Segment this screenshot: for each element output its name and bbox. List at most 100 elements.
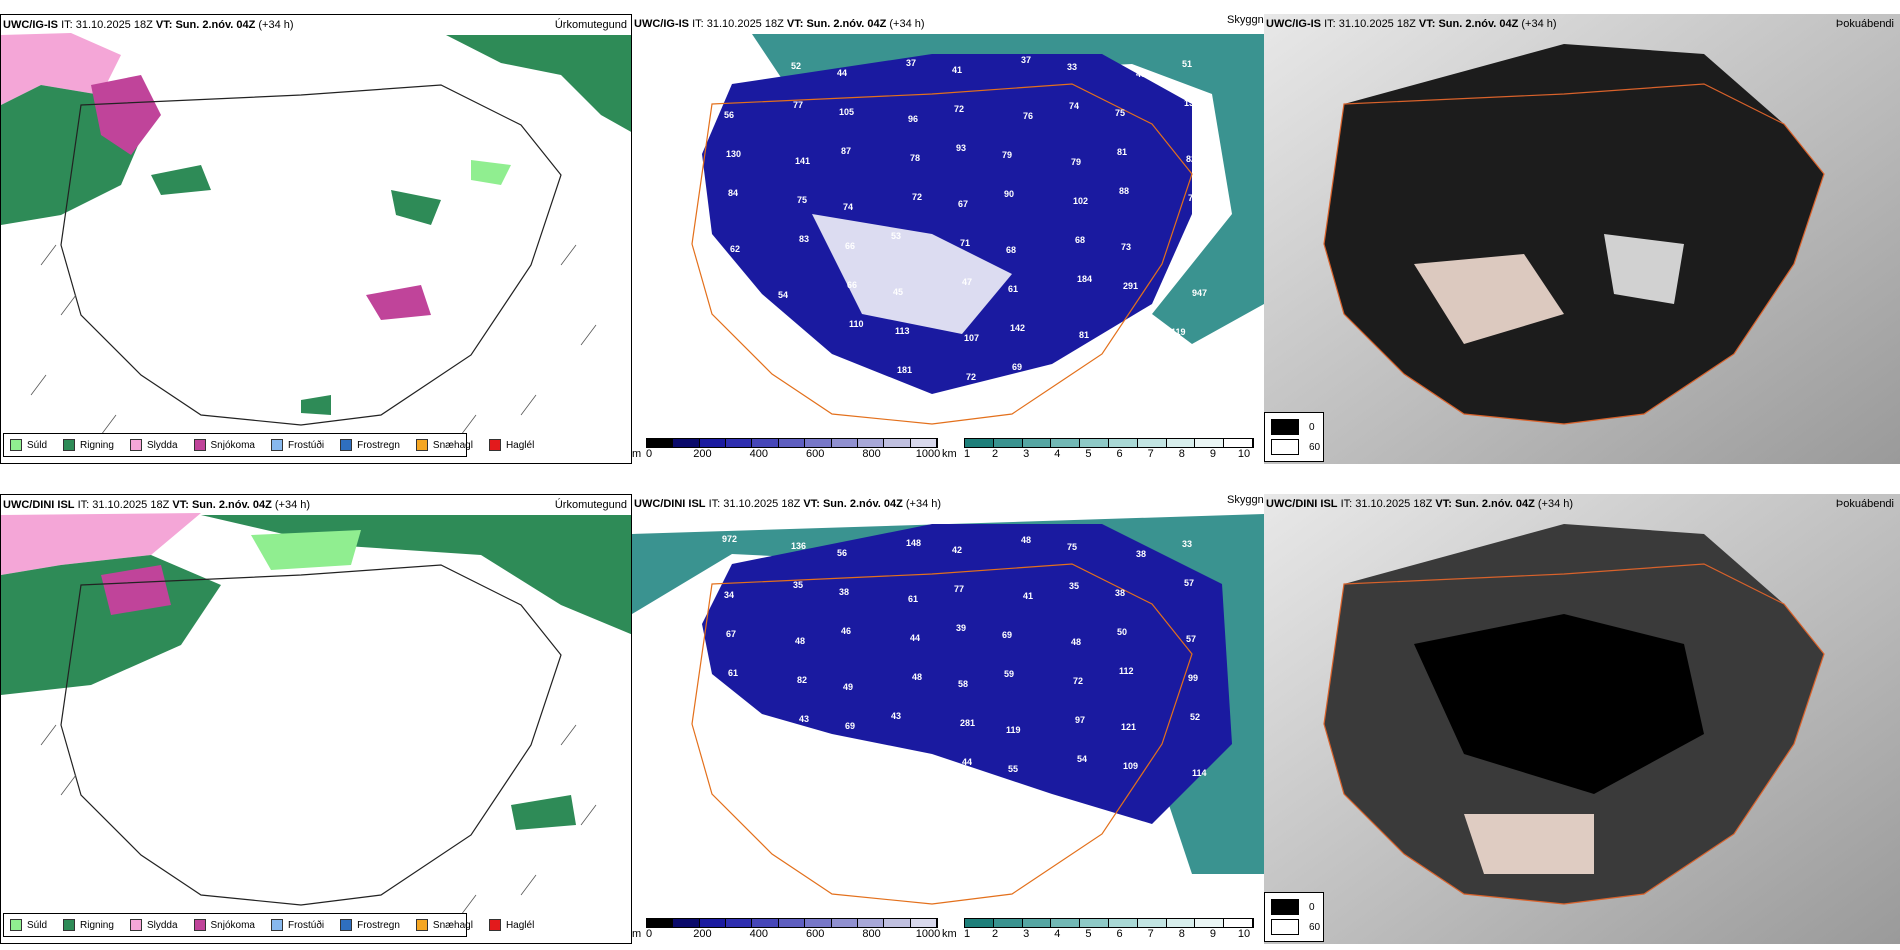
visibility-value: 88 bbox=[1119, 186, 1129, 196]
visibility-value: 82 bbox=[1186, 154, 1196, 164]
fog-legend-label: 60 bbox=[1309, 921, 1321, 933]
visibility-value: 72 bbox=[912, 192, 922, 202]
visibility-value: 68 bbox=[1075, 235, 1085, 245]
visibility-panel-top: 101 52 44 37 41 37 33 48 51 56 77 105 96 72 76 74 75 151 1… bbox=[632, 14, 1264, 464]
colorbar-segment bbox=[1108, 919, 1138, 927]
colorbar-tick-label: 600 bbox=[806, 928, 825, 940]
colorbar-segment bbox=[1137, 439, 1167, 447]
colorbar-segment bbox=[699, 919, 727, 927]
colorbar-segment bbox=[1224, 919, 1253, 927]
visibility-value: 49 bbox=[843, 682, 853, 692]
visibility-value: 54 bbox=[1077, 754, 1087, 764]
colorbar-segment bbox=[726, 439, 753, 447]
sleet-area bbox=[1, 33, 121, 105]
visibility-value: 59 bbox=[1004, 669, 1014, 679]
legend-label: Slydda bbox=[146, 439, 178, 451]
visibility-value: 209 bbox=[782, 368, 797, 378]
legend-swatch bbox=[10, 919, 22, 931]
visibility-value: 61 bbox=[908, 594, 918, 604]
visibility-value: 55 bbox=[1008, 764, 1018, 774]
visibility-value: 121 bbox=[1121, 722, 1136, 732]
colorbar-tick-label: 800 bbox=[862, 928, 881, 940]
visibility-value: 144 bbox=[780, 809, 795, 819]
visibility-value: 947 bbox=[1192, 288, 1207, 298]
visibility-value: 82 bbox=[1125, 320, 1135, 330]
visibility-value: 56 bbox=[724, 110, 734, 120]
visibility-value: 48 bbox=[1010, 803, 1020, 813]
panel-title: Úrkomutegund bbox=[554, 19, 627, 31]
panel-title: Skyggni bbox=[1227, 494, 1264, 506]
visibility-value: 69 bbox=[1002, 630, 1012, 640]
elevation-area bbox=[702, 54, 1192, 394]
precip-legend: Súld Rigning Slydda Snjókoma Frostúði Frostre… bbox=[3, 913, 534, 937]
visibility-value: 184 bbox=[1077, 274, 1092, 284]
precip-map-bottom bbox=[1, 495, 631, 943]
colorbar-segment bbox=[778, 439, 806, 447]
colorbar-tick-label: 9 bbox=[1209, 928, 1216, 940]
visibility-value: 105 bbox=[839, 107, 854, 117]
colorbar-tick-label: 0 bbox=[646, 448, 653, 460]
legend-label: Rigning bbox=[80, 439, 114, 451]
iceland-coastline bbox=[60, 84, 562, 426]
colorbar-segment bbox=[1166, 919, 1196, 927]
colorbar-tick-label: 2 bbox=[992, 928, 999, 940]
colorbar-tick-label: 1000 bbox=[915, 928, 941, 940]
visibility-value: 141 bbox=[795, 156, 810, 166]
colorbar-segment bbox=[673, 919, 700, 927]
fog-area bbox=[1324, 44, 1824, 424]
fog-map-top bbox=[1264, 14, 1900, 464]
legend-label: Rigning bbox=[80, 919, 114, 931]
visibility-value: 48 bbox=[1021, 535, 1031, 545]
legend-swatch bbox=[10, 439, 22, 451]
visibility-value: 56 bbox=[1127, 376, 1137, 386]
fog-legend: 0 60 bbox=[1264, 892, 1324, 942]
low-visibility-area bbox=[752, 34, 1264, 344]
visibility-value: 173 bbox=[849, 799, 864, 809]
visibility-value: 281 bbox=[960, 718, 975, 728]
legend-item: Frostúði bbox=[270, 439, 324, 451]
colorbar-segment bbox=[1166, 439, 1196, 447]
visibility-value: 44 bbox=[962, 757, 972, 767]
fog-legend-swatch bbox=[1271, 439, 1299, 455]
fog-legend-row: 0 bbox=[1271, 899, 1315, 915]
colorbar-segment bbox=[805, 439, 832, 447]
visibility-value: 58 bbox=[958, 679, 968, 689]
colorbar-tick-label: 8 bbox=[1178, 928, 1185, 940]
visibility-value: 66 bbox=[893, 767, 903, 777]
visibility-value: 78 bbox=[732, 283, 742, 293]
visibility-value: 61 bbox=[728, 668, 738, 678]
legend-item: Frostúði bbox=[270, 919, 324, 931]
visibility-value: 56 bbox=[837, 548, 847, 558]
visibility-value: 60 bbox=[847, 760, 857, 770]
colorbar-segment bbox=[857, 439, 885, 447]
colorbar-segment bbox=[647, 439, 674, 447]
visibility-value: 44 bbox=[910, 633, 920, 643]
visibility-value: 66 bbox=[847, 280, 857, 290]
visibility-value: 72 bbox=[966, 372, 976, 382]
legend-label: Snæhagl bbox=[432, 919, 473, 931]
panel-header: UWC/DINI ISL IT: 31.10.2025 18Z VT: Sun.… bbox=[3, 499, 311, 511]
colorbar-tick-label: 1000 bbox=[915, 448, 941, 460]
panel-header: UWC/IG-IS IT: 31.10.2025 18Z VT: Sun. 2.… bbox=[634, 18, 925, 30]
legend-item: Snjókoma bbox=[193, 439, 255, 451]
visibility-value: 110 bbox=[849, 319, 864, 329]
visibility-value: 181 bbox=[897, 365, 912, 375]
snow-area bbox=[91, 75, 161, 155]
legend-item: Súld bbox=[10, 919, 47, 931]
colorbar-segment bbox=[1137, 919, 1167, 927]
legend-swatch bbox=[129, 439, 142, 451]
colorbar-strip bbox=[964, 438, 1254, 448]
visibility-value: 151 bbox=[1184, 98, 1199, 108]
visibility-value: 50 bbox=[1117, 627, 1127, 637]
legend-swatch bbox=[415, 439, 428, 451]
legend-item: Snjókoma bbox=[193, 919, 255, 931]
visibility-value: 46 bbox=[841, 626, 851, 636]
elevation-area bbox=[702, 524, 1232, 824]
panel-header: UWC/IG-IS IT: 31.10.2025 18Z VT: Sun. 2.… bbox=[3, 19, 294, 31]
visibility-value: 77 bbox=[793, 100, 803, 110]
visibility-value: 82 bbox=[797, 675, 807, 685]
colorbar-segment bbox=[910, 919, 937, 927]
visibility-value: 78 bbox=[910, 153, 920, 163]
visibility-value: 119 bbox=[1006, 725, 1021, 735]
legend-label: Frostregn bbox=[357, 439, 400, 451]
